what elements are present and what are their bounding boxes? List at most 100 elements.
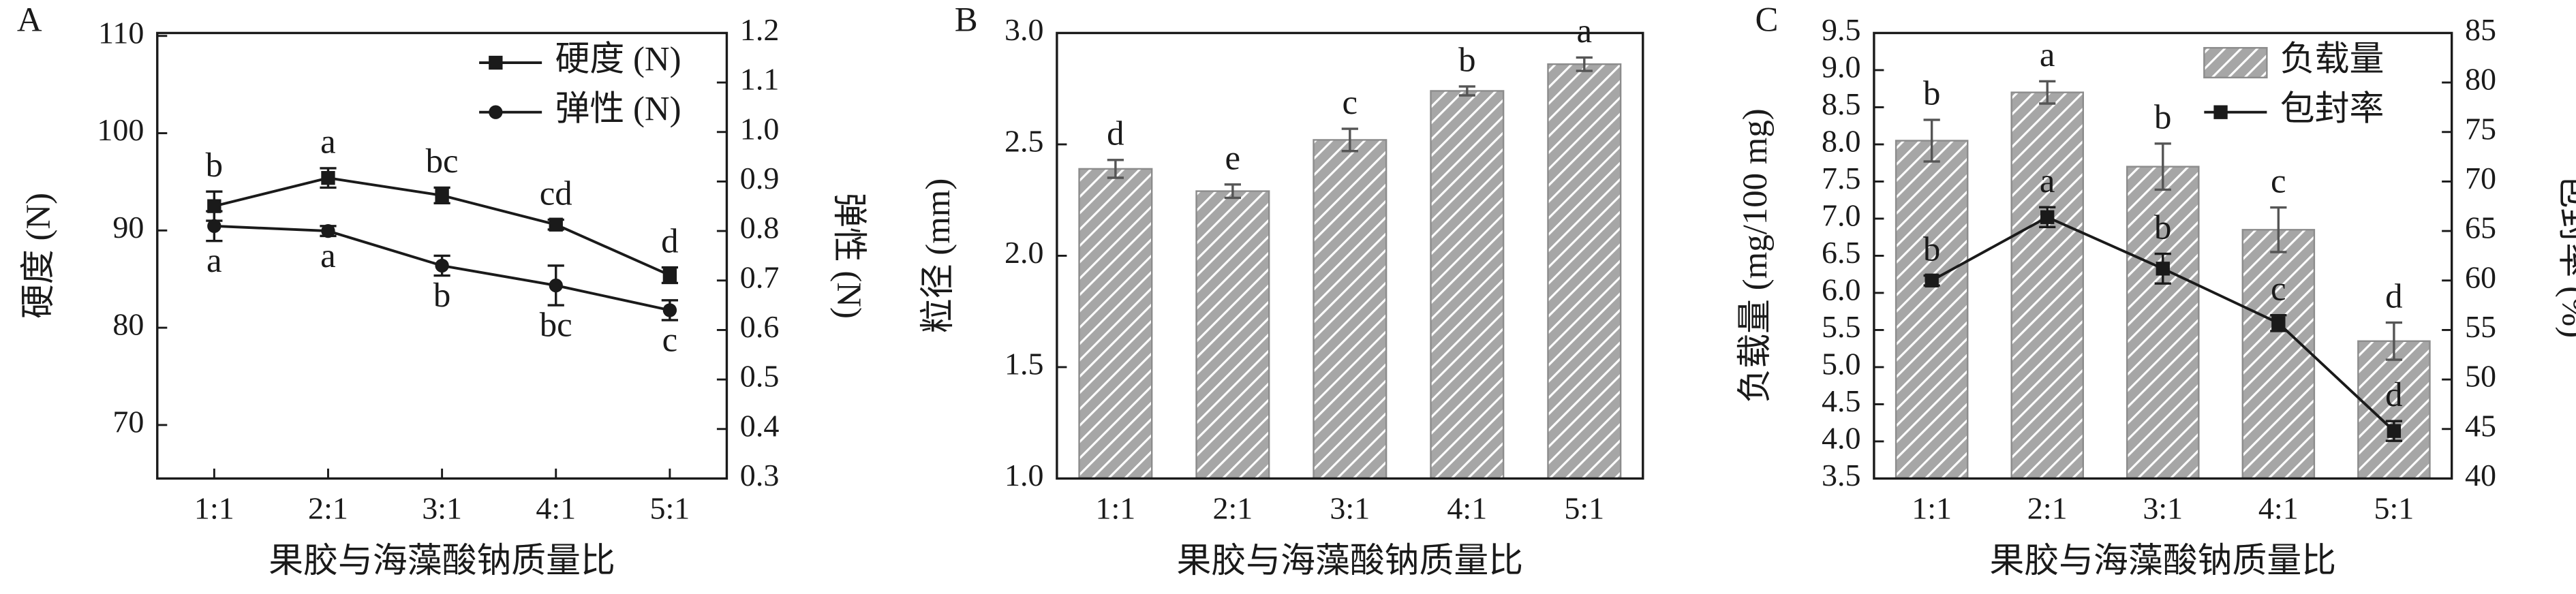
y2-tick-label: 45	[2465, 408, 2496, 443]
y2-tick-label: 1.1	[740, 62, 780, 97]
bar	[1195, 190, 1270, 480]
y-tick-label: 8.5	[1822, 87, 1861, 121]
bar	[1895, 140, 1969, 480]
y-tick-label: 5.0	[1822, 347, 1861, 381]
significance-letter: cd	[540, 174, 572, 213]
y-tick-label: 7.0	[1822, 198, 1861, 233]
significance-letter: a	[2040, 162, 2055, 200]
significance-letter: d	[2385, 376, 2402, 414]
x-axis-label: 果胶与海藻酸钠质量比	[1177, 542, 1524, 580]
error-bar	[1923, 119, 1940, 163]
x-tick-label: 3:1	[2143, 490, 2183, 525]
marker	[549, 217, 563, 232]
y2-tick-label: 0.6	[740, 309, 780, 344]
y2-tick-label: 0.3	[740, 458, 780, 493]
x-tick-label: 1:1	[1095, 490, 1135, 525]
marker	[662, 303, 677, 317]
y2-tick-label: 0.4	[740, 408, 780, 443]
x-tick-label: 5:1	[2374, 490, 2414, 525]
significance-letter: b	[2154, 208, 2171, 247]
y-tick-label: 80	[112, 307, 144, 342]
significance-letter: b	[2154, 99, 2171, 137]
y-tick-label: 70	[112, 404, 144, 439]
significance-letter: bc	[540, 307, 572, 345]
y-tick-label: 6.0	[1822, 272, 1861, 307]
y2-tick-label: 0.5	[740, 359, 780, 394]
significance-letter: b	[206, 146, 223, 185]
y2-tick-label: 0.9	[740, 161, 780, 196]
y2-tick-label: 70	[2465, 161, 2496, 196]
y2-tick-label: 1.0	[740, 111, 780, 146]
x-tick-label: 3:1	[422, 490, 462, 525]
marker	[321, 223, 335, 238]
y2-tick-label: 0.7	[740, 260, 780, 294]
significance-letter: c	[662, 321, 678, 359]
significance-letter: a	[320, 237, 336, 275]
y-axis-label: 负载量 (mg/100 mg)	[1736, 108, 1775, 403]
y-tick-label: 1.5	[1005, 347, 1044, 381]
y2-tick-label: 1.2	[740, 12, 780, 47]
y-tick-label: 4.0	[1822, 421, 1861, 456]
marker	[207, 219, 221, 234]
marker	[207, 199, 221, 213]
legend-label: 负载量	[2280, 41, 2385, 79]
bar	[1547, 63, 1622, 480]
bar	[2126, 166, 2200, 480]
plot-frame	[1056, 31, 1644, 480]
y-tick-label: 8.0	[1822, 124, 1861, 159]
legend-label: 弹性 (N)	[555, 90, 681, 128]
y-tick-label: 7.5	[1822, 161, 1861, 196]
significance-letter: c	[2271, 270, 2286, 308]
significance-letter: d	[661, 222, 678, 260]
marker	[662, 268, 677, 283]
y2-tick-label: 0.8	[740, 210, 780, 245]
plot-frame	[1873, 31, 2453, 480]
error-bar	[2270, 206, 2287, 253]
bar	[1430, 90, 1505, 480]
significance-letter: b	[1923, 230, 1940, 268]
significance-letter: b	[1923, 75, 1940, 113]
y2-axis-label: 弹性 (N)	[829, 193, 868, 319]
bar	[2010, 91, 2084, 480]
y-tick-label: 110	[98, 15, 144, 50]
x-tick-label: 5:1	[1564, 490, 1604, 525]
significance-letter: b	[433, 277, 450, 315]
x-axis-label: 果胶与海藻酸钠质量比	[1989, 542, 2336, 580]
x-tick-label: 2:1	[308, 490, 348, 525]
y2-tick-label: 40	[2465, 458, 2496, 493]
error-bar	[1107, 159, 1124, 179]
y-tick-label: 90	[112, 210, 144, 245]
x-tick-label: 2:1	[2027, 490, 2068, 525]
legend-label: 硬度 (N)	[555, 41, 681, 79]
significance-letter: d	[2385, 277, 2402, 315]
y-tick-label: 9.0	[1822, 50, 1861, 84]
error-bar	[2385, 321, 2402, 361]
marker	[435, 258, 449, 273]
y-tick-label: 4.5	[1822, 384, 1861, 418]
y2-tick-label: 50	[2465, 359, 2496, 394]
panel-label: C	[1755, 1, 1778, 40]
marker	[2213, 105, 2228, 119]
marker	[2271, 316, 2286, 330]
marker	[2387, 424, 2402, 438]
y-tick-label: 9.5	[1822, 12, 1861, 47]
marker	[2156, 262, 2170, 276]
marker	[321, 171, 335, 185]
y-tick-label: 2.0	[1005, 235, 1044, 270]
marker	[2040, 210, 2055, 224]
y-axis-label: 粒径 (mm)	[919, 178, 957, 333]
significance-letter: d	[1107, 115, 1124, 153]
y-tick-label: 5.5	[1822, 309, 1861, 344]
y-tick-label: 6.5	[1822, 235, 1861, 270]
y2-tick-label: 85	[2465, 12, 2496, 47]
significance-letter: e	[1225, 140, 1241, 178]
x-tick-label: 4:1	[2258, 490, 2299, 525]
bar	[1078, 168, 1153, 480]
y2-tick-label: 55	[2465, 309, 2496, 344]
error-bar	[1576, 56, 1593, 72]
significance-letter: c	[1343, 84, 1358, 122]
x-tick-label: 1:1	[1912, 490, 1952, 525]
x-axis-label: 果胶与海藻酸钠质量比	[269, 542, 615, 580]
error-bar	[2154, 142, 2171, 191]
